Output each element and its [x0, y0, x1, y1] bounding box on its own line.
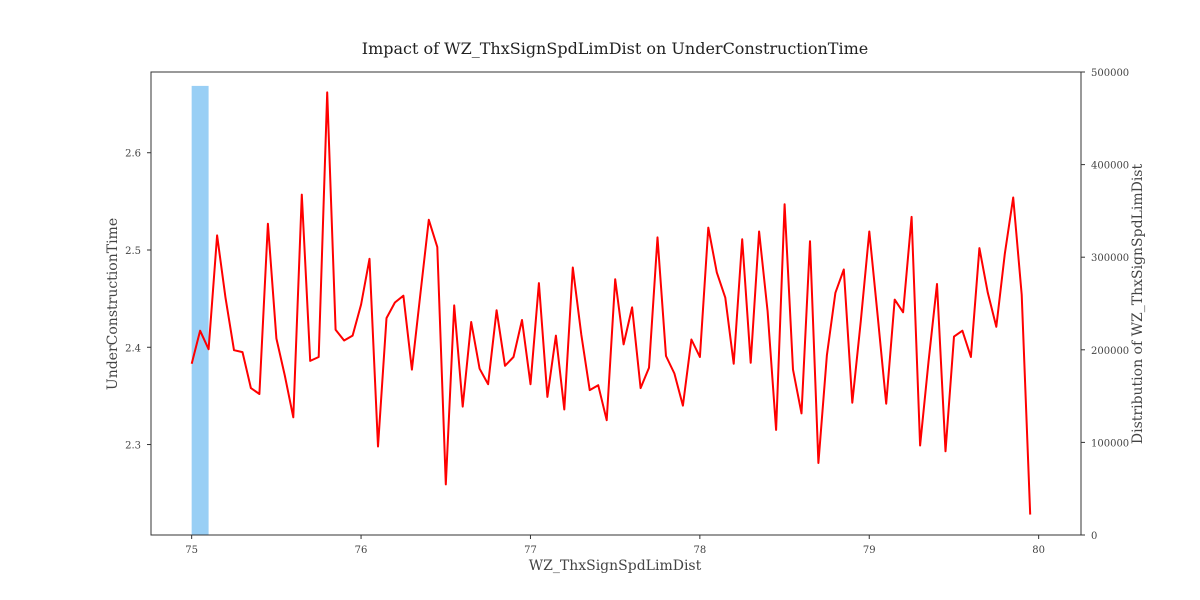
y-tick-label: 2.6	[125, 149, 141, 160]
y-axis-ticks: 2.3 2.4 2.5 2.6	[125, 149, 151, 452]
x-axis-label: WZ_ThxSignSpdLimDist	[529, 558, 702, 574]
x-tick-label: 77	[524, 545, 537, 556]
y2-tick-label: 100000	[1091, 438, 1129, 449]
y2-axis-label: Distribution of WZ_ThxSignSpdLimDist	[1130, 164, 1146, 445]
y-tick-label: 2.3	[125, 441, 141, 452]
histogram-bars	[191, 85, 209, 535]
x-tick-label: 75	[185, 545, 198, 556]
y-tick-label: 2.4	[125, 343, 141, 354]
chart-title: Impact of WZ_ThxSignSpdLimDist on UnderC…	[362, 39, 868, 58]
x-tick-label: 78	[693, 545, 706, 556]
y2-tick-label: 400000	[1091, 161, 1129, 172]
x-tick-label: 76	[355, 545, 368, 556]
histogram-bar	[191, 85, 209, 535]
y2-tick-label: 500000	[1091, 68, 1129, 79]
y2-axis-ticks: 0 100000 200000 300000 400000 500000	[1081, 68, 1129, 542]
y2-tick-label: 200000	[1091, 346, 1129, 357]
y-axis-label: UnderConstructionTime	[105, 218, 121, 390]
y2-tick-label: 0	[1091, 531, 1097, 542]
series-line	[190, 91, 1032, 515]
x-tick-label: 80	[1032, 545, 1045, 556]
series-lines	[190, 91, 1032, 515]
plot-frame	[150, 71, 1082, 536]
y2-tick-label: 300000	[1091, 253, 1129, 264]
x-axis-ticks: 75 76 77 78 79 80	[185, 535, 1045, 556]
x-tick-label: 79	[863, 545, 876, 556]
y-tick-label: 2.5	[125, 246, 141, 257]
